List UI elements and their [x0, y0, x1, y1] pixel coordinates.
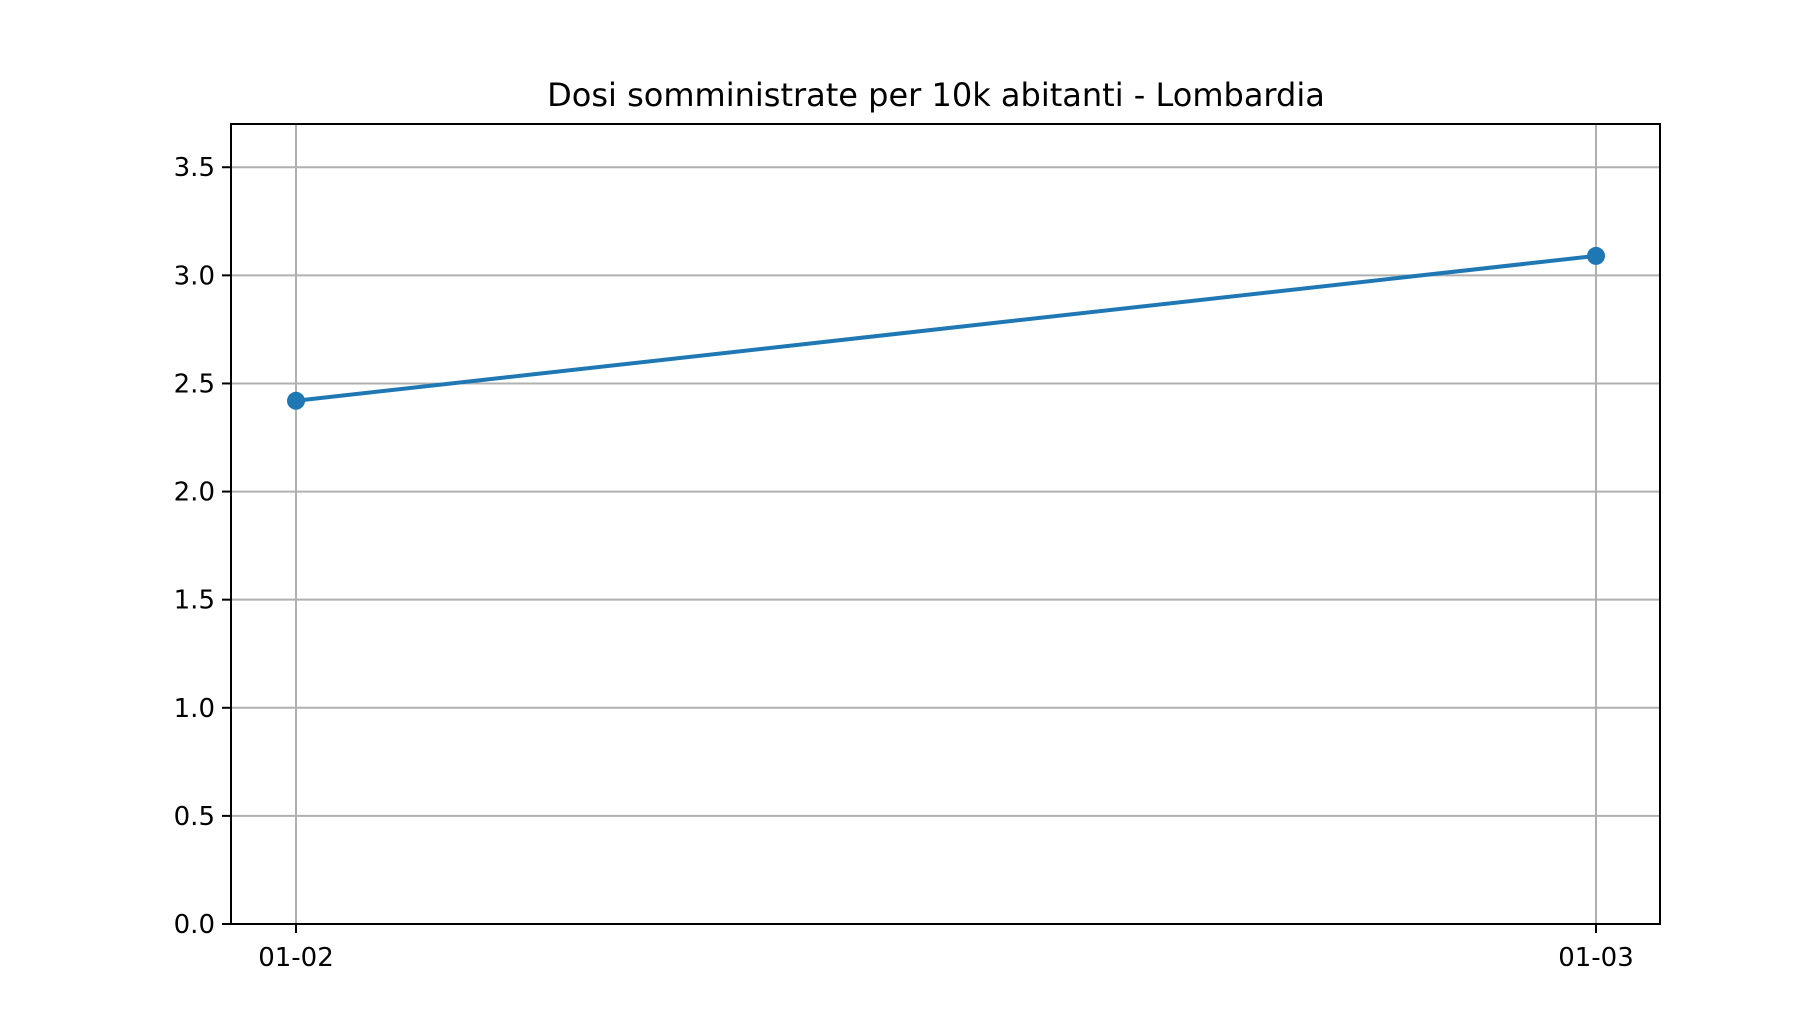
y-tick-label: 1.5 — [174, 586, 215, 616]
y-tick-label: 1.0 — [174, 694, 215, 724]
series-line — [295, 253, 1597, 403]
data-point — [1587, 246, 1605, 265]
x-tick-label: 01-03 — [1558, 943, 1634, 973]
y-tick-label: 0.5 — [174, 802, 215, 832]
plot-frame — [230, 123, 1661, 925]
y-tick-label: 2.5 — [174, 369, 215, 399]
x-tick-label: 01-02 — [258, 943, 334, 973]
data-point — [287, 391, 305, 410]
y-tick-label: 3.0 — [174, 261, 215, 291]
y-tick-label: 0.0 — [174, 910, 215, 940]
series-layer — [287, 246, 1605, 410]
axis-layer: 0.0 0.5 1.0 1.5 2.0 2.5 3.0 3.5 01-02 01-03 — [174, 153, 1634, 973]
chart-title: Dosi somministrate per 10k abitanti - Lo… — [547, 76, 1325, 114]
y-tick-label: 2.0 — [174, 478, 215, 508]
y-tick-label: 3.5 — [174, 153, 215, 183]
